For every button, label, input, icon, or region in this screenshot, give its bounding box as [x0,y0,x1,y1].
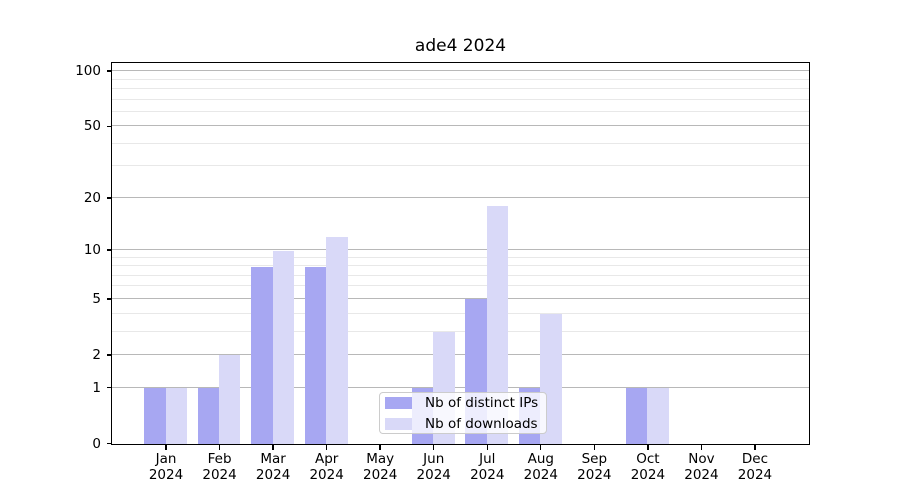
y-tick-mark [106,354,111,356]
x-tick-mark [754,445,756,450]
y-tick-label: 2 [92,346,101,363]
major-gridline [112,196,809,198]
x-tick-mark [700,445,703,450]
y-tick-label: 20 [83,189,101,206]
minor-gridline [112,87,809,89]
y-tick-mark [106,386,111,389]
x-tick-mark [325,445,328,450]
x-tick-mark [540,445,542,450]
legend-item-downloads: Nb of downloads [385,416,546,432]
legend-item-distinct-ips: Nb of distinct IPs [385,395,546,411]
y-tick-mark [106,197,111,199]
major-gridline [112,386,809,388]
minor-gridline [112,274,809,276]
minor-gridline [112,78,809,80]
x-tick-mark [433,445,435,450]
bar-downloads-jan [165,388,187,444]
downloads-swatch [385,417,412,430]
y-tick-mark [106,442,111,445]
plot-area: Nb of distinct IPs Nb of downloads [111,62,810,445]
major-gridline [112,70,809,72]
bar-distinct-ips-mar [251,266,273,444]
y-tick-label: 100 [75,63,101,80]
bar-downloads-apr [326,237,348,444]
bar-distinct-ips-jan [144,388,166,444]
minor-gridline [112,98,809,100]
legend: Nb of distinct IPs Nb of downloads [379,392,547,434]
distinct-ips-swatch [385,396,412,409]
minor-gridline [112,165,809,167]
minor-gridline [112,256,809,258]
bar-distinct-ips-feb [197,388,220,444]
x-tick-label-oct: Oct 2024 [630,451,666,483]
x-tick-mark [593,445,596,450]
major-gridline [112,353,809,355]
x-tick-label-apr: Apr 2024 [309,451,344,483]
x-tick-label-mar: Mar 2024 [255,451,291,483]
y-tick-label: 0 [92,435,101,452]
bar-distinct-ips-apr [304,266,327,444]
bar-distinct-ips-oct [625,388,648,444]
bar-downloads-mar [272,250,295,444]
x-tick-mark [379,445,381,450]
x-tick-label-nov: Nov 2024 [684,451,719,483]
minor-gridline [112,330,809,332]
x-tick-label-sep: Sep 2024 [577,451,612,483]
minor-gridline [112,265,809,267]
y-tick-label: 50 [83,118,101,135]
bar-downloads-jul [486,206,509,444]
y-tick-mark [106,249,111,251]
x-tick-mark [647,445,649,450]
x-tick-label-jul: Jul 2024 [470,451,505,483]
y-tick-mark [106,298,111,300]
x-tick-label-aug: Aug 2024 [523,451,558,483]
legend-label-downloads: Nb of downloads [425,415,538,432]
major-gridline [112,297,809,299]
minor-gridline [112,110,809,112]
x-tick-label-feb: Feb 2024 [202,451,237,483]
x-tick-mark [218,445,221,450]
minor-gridline [112,285,809,287]
bar-downloads-oct [647,388,669,444]
y-tick-mark [106,125,111,127]
x-tick-mark [486,445,488,450]
y-tick-mark [106,70,111,72]
minor-gridline [112,142,809,144]
x-tick-label-may: May 2024 [363,451,398,483]
x-tick-label-jan: Jan 2024 [148,451,184,483]
y-tick-label: 10 [83,242,101,259]
minor-gridline [112,312,809,314]
x-tick-label-dec: Dec 2024 [737,451,773,483]
bar-downloads-feb [219,355,241,444]
x-tick-mark [165,445,167,450]
y-tick-label: 1 [92,379,101,396]
chart-title: ade4 2024 [414,36,507,56]
x-tick-label-jun: Jun 2024 [416,451,451,483]
major-gridline [112,125,809,127]
major-gridline [112,249,809,251]
y-tick-label: 5 [92,290,101,307]
legend-label-distinct-ips: Nb of distinct IPs [425,394,539,411]
x-tick-mark [272,445,274,450]
